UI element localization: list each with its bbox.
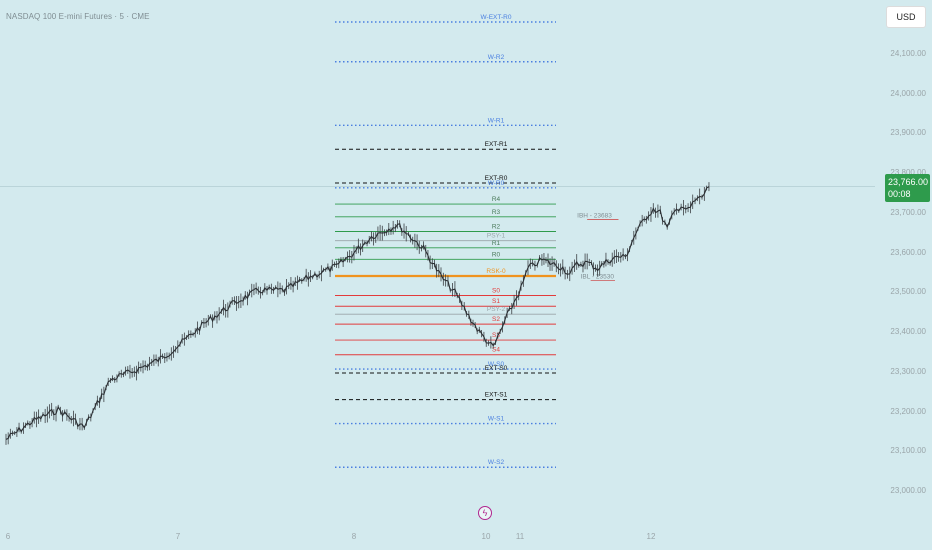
time-tick-label: 7 [175,532,181,541]
time-tick-label: 6 [5,532,11,541]
level-label: R2 [492,224,501,231]
level-label: S1 [492,298,500,305]
annotation-label: IBL - 23530 [581,273,615,280]
price-line [5,186,710,440]
price-tick-label: 23,600.00 [890,247,926,257]
price-tick-label: 23,900.00 [890,128,926,138]
symbol-title[interactable]: NASDAQ 100 E-mini Futures · 5 · CME [6,12,150,21]
chart-plot-area[interactable]: W-EXT-R0 W-R2 W-R1 EXT-R1 EXT-R0W-R0 R4 R3 R2 PS… [0,0,875,528]
level-label: W-R2 [488,54,505,61]
currency-button[interactable]: USD [886,6,926,28]
level-label: EXT-S1 [485,392,508,399]
price-series [5,182,710,445]
price-tick-label: 23,300.00 [890,366,926,376]
price-axis[interactable]: 23,000.00 23,100.00 23,200.00 23,300.00 23,4… [875,0,932,528]
annotation-label: IBH - 23683 [577,213,612,220]
level-label: EXT-R1 [485,141,508,148]
level-label: R0 [492,251,501,258]
time-tick-label: 12 [646,532,656,541]
level-label: W-S2 [488,459,505,466]
time-tick-label: 10 [481,532,491,541]
price-tick-label: 24,000.00 [890,88,926,98]
level-label: S3 [492,332,500,339]
pivot-levels: W-EXT-R0 W-R2 W-R1 EXT-R1 EXT-R0W-R0 R4 R3 R2 PS… [335,14,556,468]
level-label: R4 [492,196,501,203]
price-tick-label: 23,700.00 [890,207,926,217]
bar-countdown: 00:08 [888,189,911,199]
level-label: PSY-2 [487,306,506,313]
price-tick-label: 23,100.00 [890,446,926,456]
last-price-tag: 23,766.00 00:08 [885,174,930,202]
time-tick-label: 11 [515,532,525,541]
price-tick-label: 23,000.00 [890,486,926,496]
level-label: S4 [492,347,500,354]
level-label: W-R1 [488,117,505,124]
price-tick-label: 23,400.00 [890,327,926,337]
price-tick-label: 23,800.00 [890,168,926,178]
last-price-value: 23,766.00 [888,177,929,187]
level-label: W-R0 [488,180,505,187]
initial-balance-annotations: IBH - 23683 IBL - 23530 [577,213,619,281]
time-tick-label: 8 [351,532,357,541]
level-label: RSK-0 [486,268,506,275]
lightning-icon[interactable]: ϟ [478,506,492,520]
level-label: S2 [492,316,500,323]
level-label: W-S1 [488,416,505,423]
level-label: W-S0 [488,361,505,368]
level-label: EXT-R0 [485,175,508,182]
level-label: R1 [492,240,501,247]
level-label: S0 [492,288,500,295]
level-label: EXT-S0 [485,365,508,372]
level-label: R3 [492,209,501,216]
price-tick-label: 23,200.00 [890,406,926,416]
level-label: W-EXT-R0 [481,14,512,21]
price-tick-label: 24,100.00 [890,48,926,58]
level-label: PSY-1 [487,233,506,240]
price-tick-label: 23,500.00 [890,287,926,297]
